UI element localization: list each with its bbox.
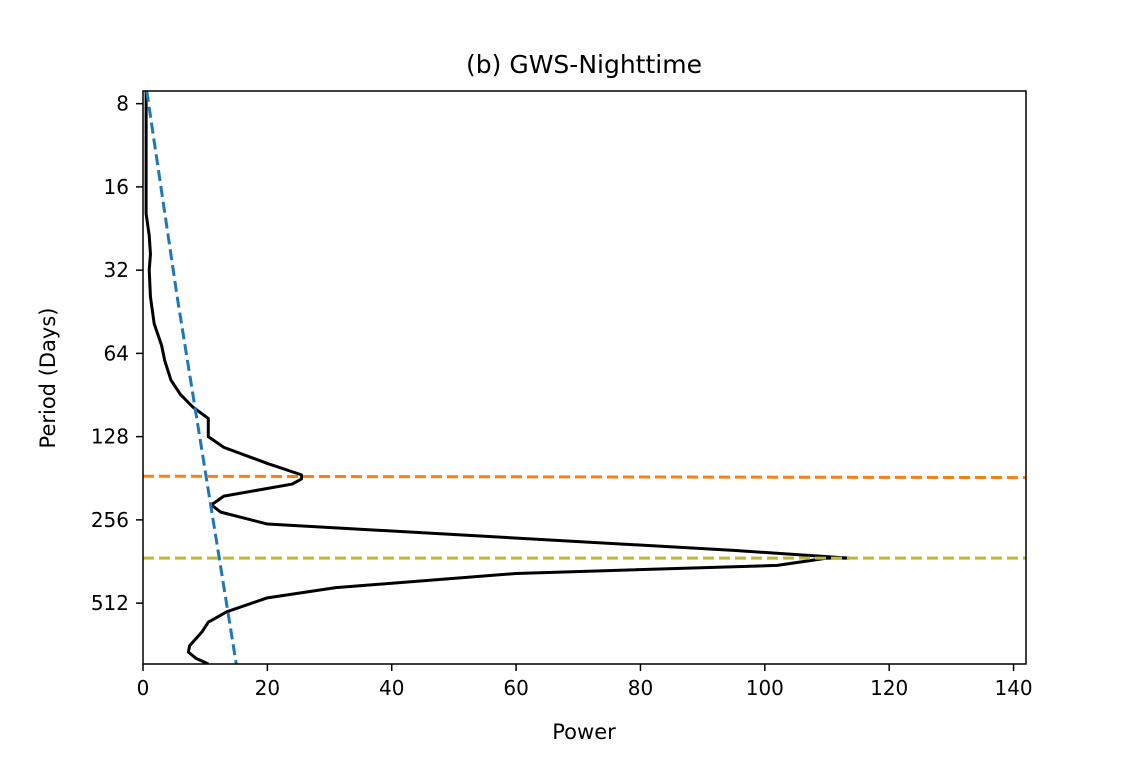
- series-layer: [143, 91, 1026, 664]
- x-tick-label: 0: [137, 676, 150, 700]
- x-tick-label: 80: [628, 676, 653, 700]
- x-axis-label: Power: [552, 720, 616, 744]
- x-tick-label: 100: [746, 676, 784, 700]
- chart-title: (b) GWS-Nighttime: [466, 50, 702, 79]
- y-axis-ticks: 8 16 32 64 128 256 512: [91, 92, 143, 615]
- y-tick-label: 16: [104, 175, 129, 199]
- x-tick-label: 140: [994, 676, 1032, 700]
- x-tick-label: 120: [870, 676, 908, 700]
- y-tick-label: 32: [104, 258, 129, 282]
- series-line-2: [143, 474, 1026, 480]
- x-axis-ticks: 0 20 40 60 80 100 120 140: [137, 664, 1033, 700]
- series-line-1: [145, 91, 238, 664]
- y-axis-label: Period (Days): [36, 308, 60, 449]
- y-tick-label: 128: [91, 425, 129, 449]
- x-tick-label: 60: [503, 676, 528, 700]
- series-line-0: [144, 91, 851, 664]
- x-tick-label: 40: [379, 676, 404, 700]
- plot-frame: [142, 90, 1027, 665]
- y-tick-label: 64: [104, 341, 129, 365]
- x-tick-label: 20: [255, 676, 280, 700]
- y-tick-label: 8: [116, 92, 129, 116]
- y-tick-label: 512: [91, 591, 129, 615]
- y-tick-label: 256: [91, 508, 129, 532]
